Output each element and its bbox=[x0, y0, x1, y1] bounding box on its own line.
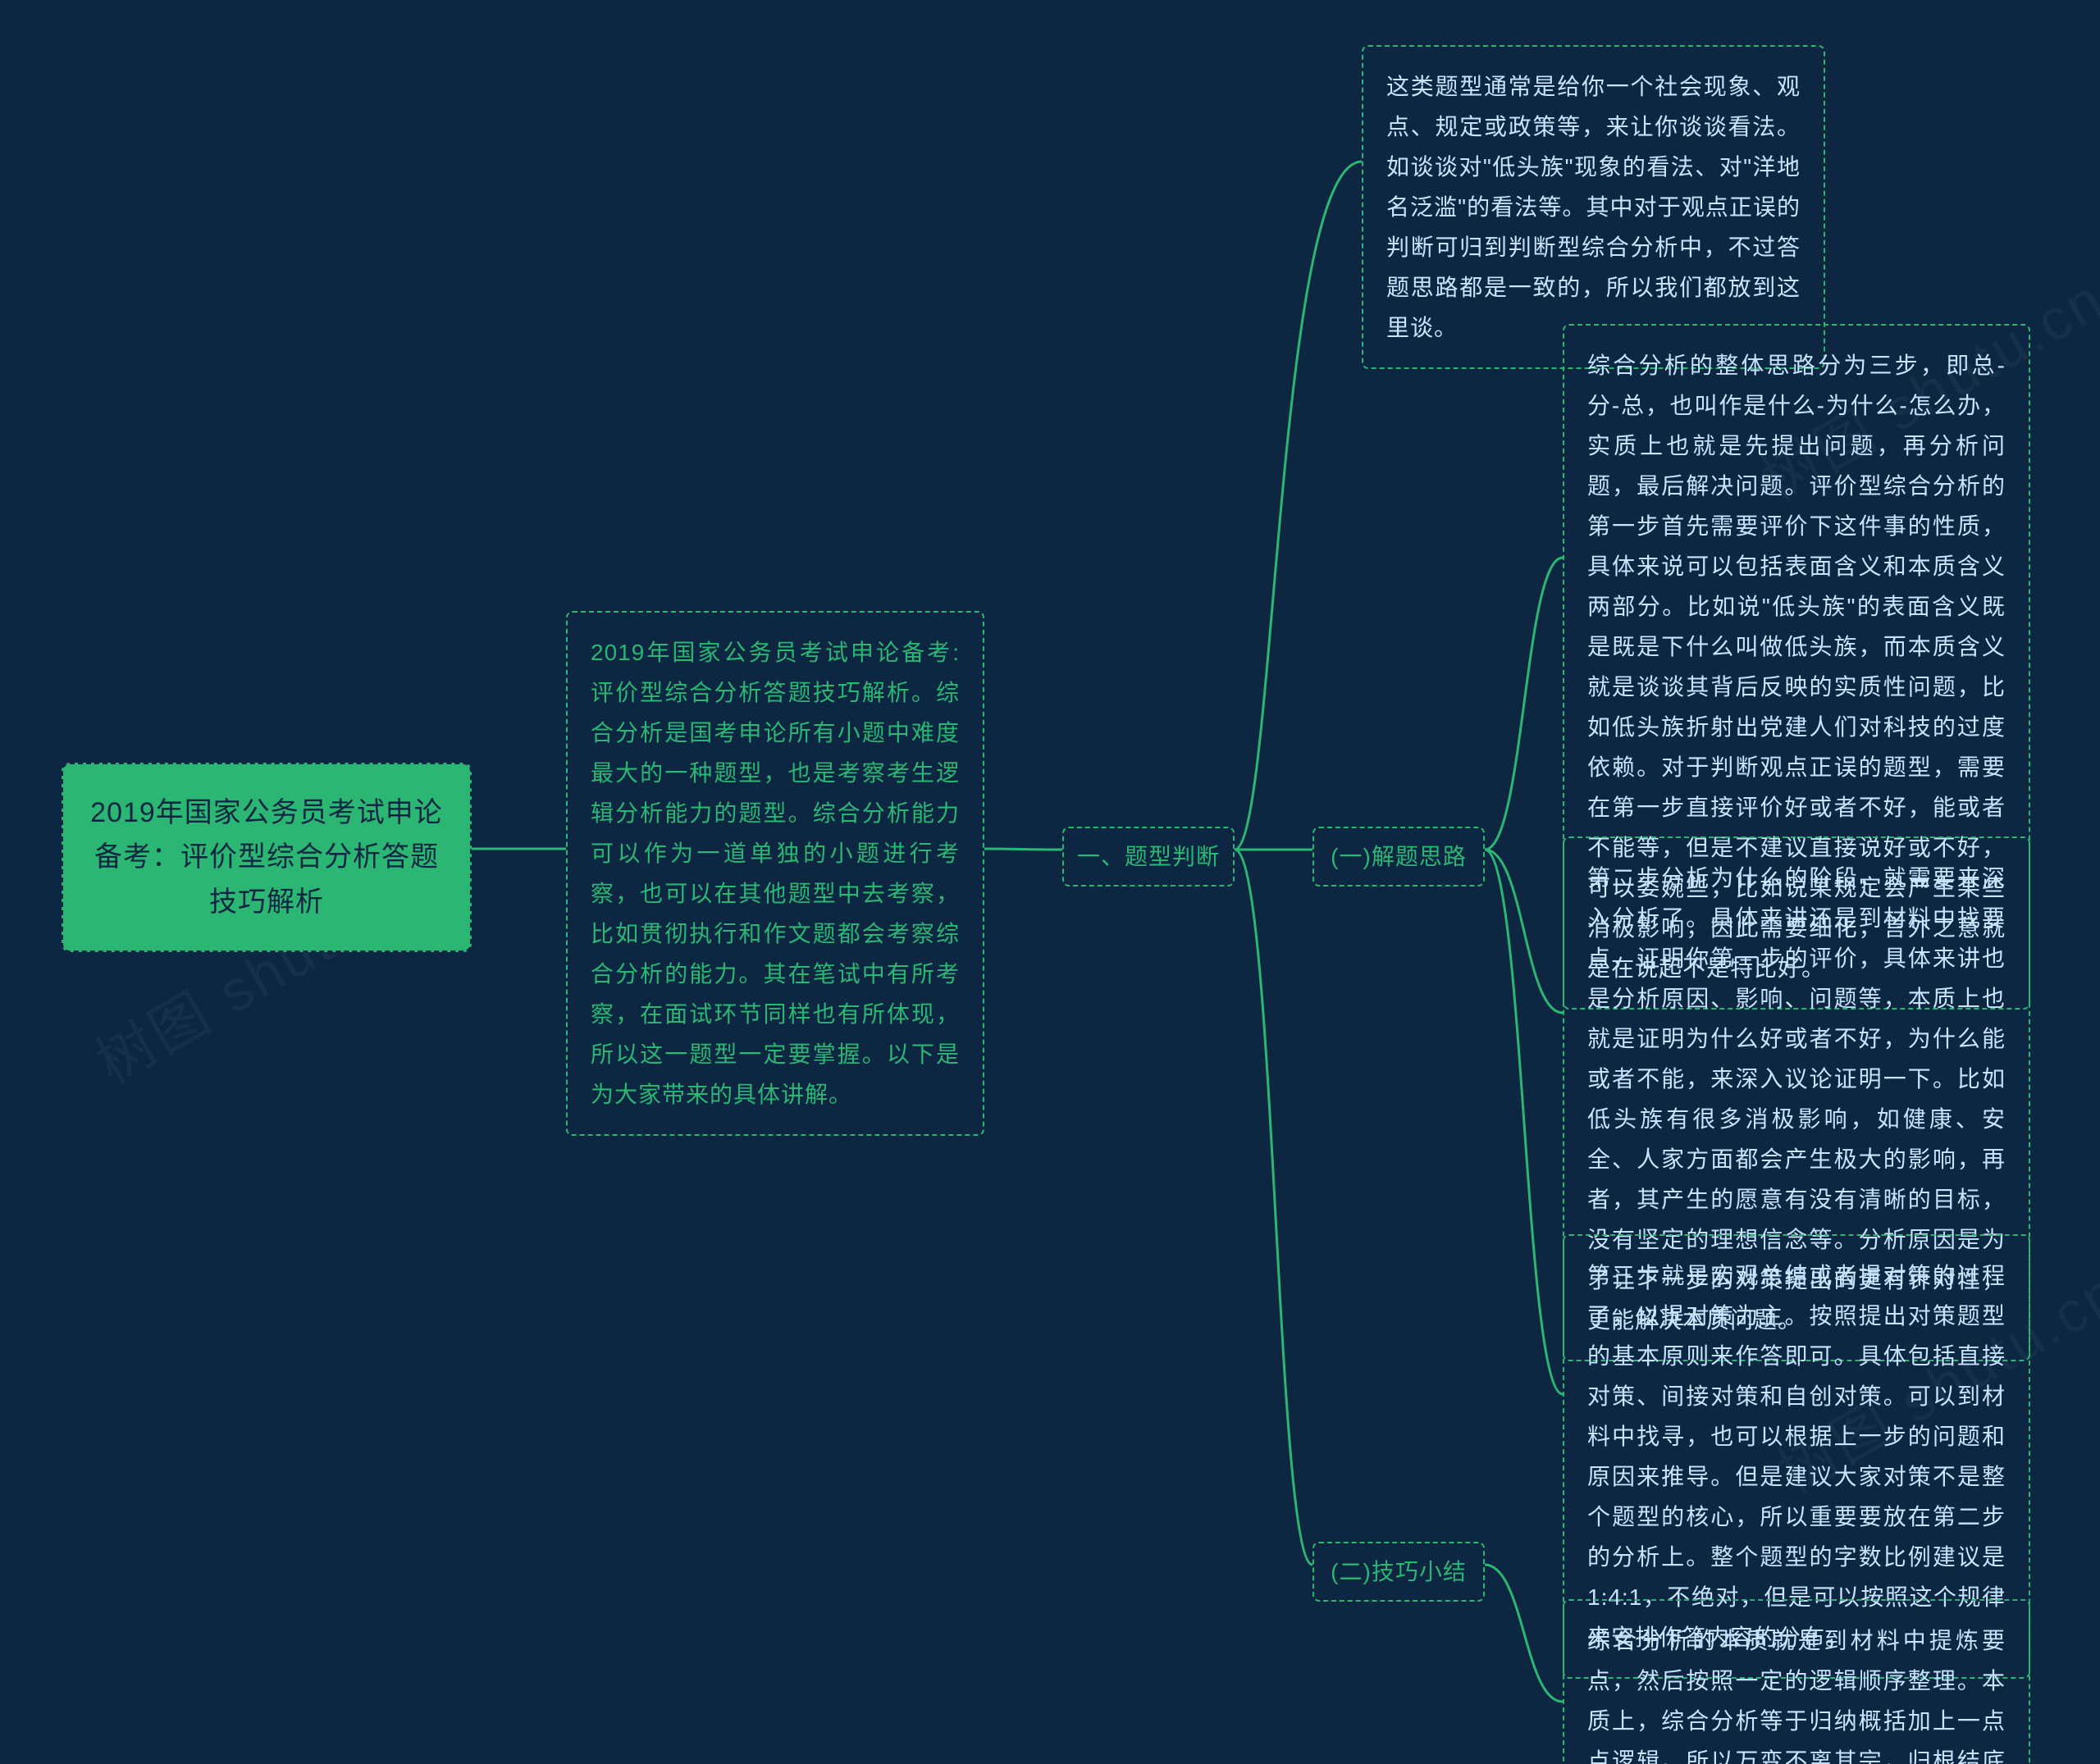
connector bbox=[1485, 1565, 1563, 1702]
mindmap-leaf-1: 这类题型通常是给你一个社会现象、观点、规定或政策等，来让你谈谈看法。如谈谈对"低… bbox=[1362, 45, 1825, 369]
mindmap-leaf-5: 综合分析的本质就是到材料中提炼要点，然后按照一定的逻辑顺序整理。本质上，综合分析… bbox=[1563, 1599, 2030, 1764]
mindmap-section-title: 一、题型判断 bbox=[1062, 827, 1235, 887]
mindmap-sub-a: (一)解题思路 bbox=[1312, 827, 1485, 887]
mindmap-sub-b: (二)技巧小结 bbox=[1312, 1542, 1485, 1602]
mindmap-root: 2019年国家公务员考试申论备考：评价型综合分析答题技巧解析 bbox=[62, 763, 472, 952]
connector bbox=[1235, 850, 1312, 1565]
connector bbox=[984, 849, 1062, 850]
mindmap-intro: 2019年国家公务员考试申论备考:评价型综合分析答题技巧解析。综合分析是国考申论… bbox=[566, 611, 984, 1136]
connector bbox=[1485, 850, 1563, 1013]
connector bbox=[1485, 850, 1563, 1394]
connector bbox=[1235, 162, 1362, 850]
connector bbox=[1485, 558, 1563, 850]
